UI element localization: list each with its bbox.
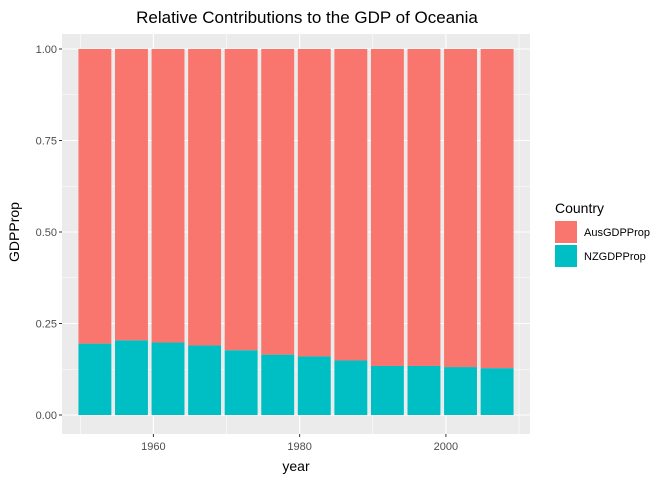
x-axis-title: year [282, 458, 310, 474]
bar-AusGDPProp-1972 [224, 49, 258, 351]
bar-NZGDPProp-1962 [151, 342, 185, 415]
bar-AusGDPProp-1967 [188, 49, 222, 346]
bar-AusGDPProp-1982 [297, 49, 331, 357]
bar-AusGDPProp-1962 [151, 49, 185, 343]
legend-key-AusGDPProp [555, 221, 577, 243]
legend: Country AusGDPProp NZGDPProp [555, 200, 650, 267]
bar-AusGDPProp-1952 [78, 49, 112, 344]
bar-AusGDPProp-1977 [261, 49, 295, 355]
bar-AusGDPProp-1957 [115, 49, 148, 341]
x-axis: 1960 1980 2000 [141, 434, 458, 453]
bar-NZGDPProp-1952 [78, 343, 112, 415]
bar-NZGDPProp-1967 [188, 345, 222, 415]
y-tick-label: 0.25 [36, 319, 57, 331]
bars [78, 49, 514, 415]
bar-NZGDPProp-2007 [480, 368, 514, 415]
bar-NZGDPProp-1987 [334, 360, 368, 415]
y-axis: 0.00 0.25 0.50 0.75 1.00 [36, 44, 62, 422]
legend-label-NZGDPProp: NZGDPProp [584, 251, 646, 263]
y-tick-label: 0.75 [36, 136, 57, 148]
legend-title: Country [555, 200, 604, 216]
bar-NZGDPProp-1957 [115, 340, 148, 415]
y-axis-title: GDPProp [6, 202, 22, 262]
chart-title: Relative Contributions to the GDP of Oce… [136, 8, 478, 27]
bar-AusGDPProp-1997 [407, 49, 441, 366]
bar-AusGDPProp-2002 [444, 49, 477, 368]
legend-key-NZGDPProp [555, 245, 577, 267]
bar-NZGDPProp-1992 [370, 365, 404, 415]
bar-NZGDPProp-1997 [407, 365, 441, 415]
y-tick-label: 0.50 [36, 227, 57, 239]
bar-AusGDPProp-1987 [334, 49, 368, 361]
x-tick-label: 2000 [434, 441, 458, 453]
bar-AusGDPProp-2007 [480, 49, 514, 369]
bar-AusGDPProp-1992 [370, 49, 404, 366]
y-tick-label: 1.00 [36, 44, 57, 56]
y-tick-label: 0.00 [36, 410, 57, 422]
bar-NZGDPProp-1977 [261, 354, 295, 415]
legend-label-AusGDPProp: AusGDPProp [584, 227, 650, 239]
bar-NZGDPProp-1982 [297, 356, 331, 415]
bar-NZGDPProp-2002 [444, 367, 477, 415]
x-tick-label: 1980 [287, 441, 311, 453]
bar-NZGDPProp-1972 [224, 350, 258, 415]
x-tick-label: 1960 [141, 441, 165, 453]
